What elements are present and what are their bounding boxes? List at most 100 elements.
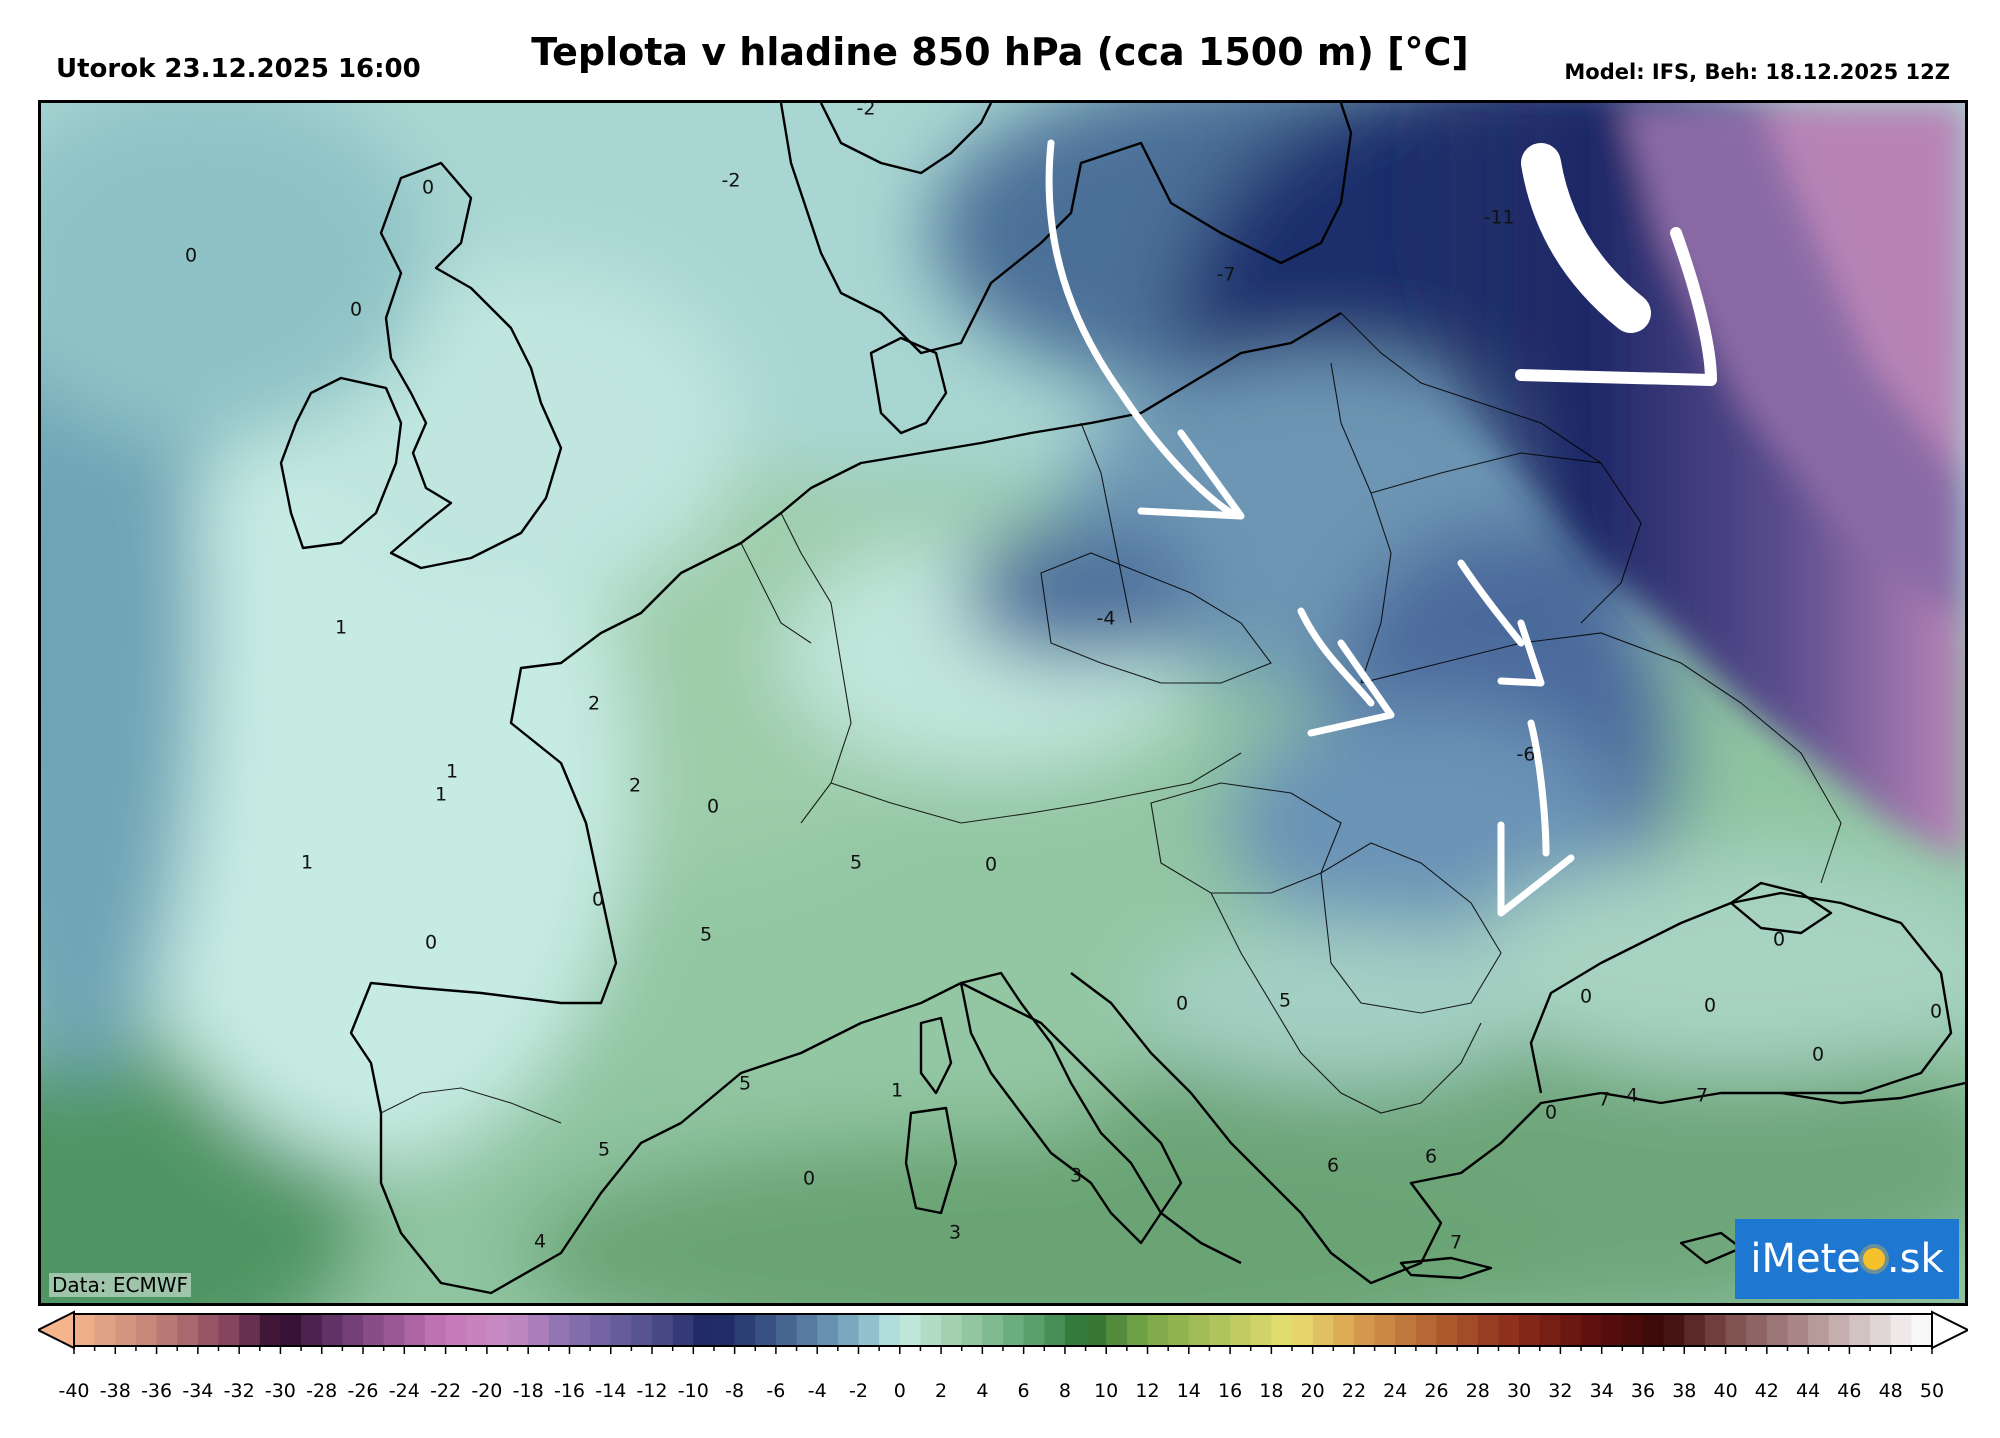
value-label: 2 — [629, 775, 641, 797]
value-label: -7 — [1217, 264, 1236, 286]
value-label: 0 — [592, 889, 604, 911]
arrow-baltic-poland-head — [1137, 429, 1245, 520]
colorbar-cell — [94, 1314, 116, 1346]
colorbar-ticks — [73, 1346, 1933, 1354]
colorbar-tick-label: -36 — [141, 1380, 173, 1402]
colorbar-cell — [1539, 1314, 1561, 1346]
colorbar-tick-label: 28 — [1465, 1380, 1490, 1402]
colorbar-cell — [466, 1314, 488, 1346]
black-sea-coast — [1529, 891, 1953, 1095]
colorbar-tick-label: -34 — [182, 1380, 214, 1402]
colorbar-cell — [1581, 1314, 1603, 1346]
colorbar-tick-label: -6 — [766, 1380, 786, 1402]
colorbar-tick-label: 30 — [1507, 1380, 1532, 1402]
value-label: 6 — [1425, 1146, 1437, 1168]
colorbar-cell — [1250, 1314, 1272, 1346]
forecast-datetime: Utorok 23.12.2025 16:00 — [56, 54, 421, 84]
colorbar — [38, 1310, 1968, 1354]
ireland-coast — [279, 376, 403, 550]
colorbar-tick-label: 40 — [1713, 1380, 1738, 1402]
colorbar-cell — [1725, 1314, 1747, 1346]
colorbar-tick-label: -30 — [264, 1380, 296, 1402]
value-label: 1 — [891, 1080, 903, 1102]
colorbar-extend-right-triangle — [1931, 1310, 1968, 1350]
colorbar-cell — [1704, 1314, 1727, 1346]
value-label: 0 — [185, 245, 197, 267]
arrow-belarus-ukraine-head — [1497, 619, 1545, 687]
colorbar-cell — [1271, 1314, 1293, 1346]
colorbar-cell — [321, 1314, 343, 1346]
colorbar-cell — [590, 1314, 612, 1346]
value-label: 2 — [588, 693, 600, 715]
value-label: 1 — [335, 617, 347, 639]
colorbar-cell — [879, 1314, 901, 1346]
colorbar-cell — [1849, 1314, 1871, 1346]
colorbar-cell — [1519, 1314, 1541, 1346]
border-balkans — [1210, 892, 1482, 1114]
value-label: 1 — [435, 784, 447, 806]
value-label: 4 — [1626, 1085, 1638, 1107]
colorbar-cell — [569, 1314, 591, 1346]
colorbar-cell — [1663, 1314, 1685, 1346]
arrow-poland-ukraine-head — [1307, 639, 1395, 737]
imeteo-logo: iMete .sk — [1735, 1219, 1959, 1299]
balkans-coast — [1070, 972, 1965, 1285]
colorbar-cell — [961, 1314, 983, 1346]
country-borders — [380, 312, 1842, 1124]
colorbar-tick-label: -26 — [347, 1380, 379, 1402]
colorbar-cell — [1374, 1314, 1396, 1346]
value-label: 4 — [534, 1231, 546, 1253]
colorbar-cell — [1209, 1314, 1231, 1346]
colorbar-cell — [631, 1314, 653, 1346]
colorbar-cell — [1457, 1314, 1479, 1346]
crimea-coast — [1729, 881, 1833, 935]
arrow-baltic-poland — [1045, 139, 1235, 517]
arrow-ukraine-moldova — [1527, 719, 1550, 857]
colorbar-cell — [652, 1314, 674, 1346]
colorbar-cell — [1808, 1314, 1830, 1346]
colorbar-tick-label: 2 — [935, 1380, 948, 1402]
colorbar-tick-label: 26 — [1424, 1380, 1449, 1402]
border-ukraine — [1360, 632, 1842, 884]
colorbar-cell — [1168, 1314, 1190, 1346]
colorbar-extend-left-triangle — [38, 1310, 75, 1350]
colorbar-tick-label: 22 — [1341, 1380, 1367, 1402]
colorbar-cell — [1333, 1314, 1355, 1346]
colorbar-cell — [1911, 1314, 1933, 1346]
value-label: 7 — [1598, 1089, 1610, 1111]
colorbar-cell — [342, 1314, 364, 1346]
colorbar-cell — [1188, 1314, 1211, 1346]
colorbar-cell — [1126, 1314, 1149, 1346]
map-title: Teplota v hladine 850 hPa (cca 1500 m) [… — [531, 30, 1469, 74]
colorbar-tick-label: 34 — [1589, 1380, 1614, 1402]
border-poland-east — [1330, 362, 1392, 684]
colorbar-cell — [610, 1314, 632, 1346]
value-label: 1 — [301, 852, 313, 874]
colorbar-tick-label: 4 — [976, 1380, 989, 1402]
value-label: 0 — [1545, 1102, 1557, 1124]
corsica-coast — [919, 1016, 953, 1095]
value-label: -4 — [1097, 608, 1116, 630]
colorbar-cell — [383, 1314, 405, 1346]
colorbar-tick-label: -22 — [430, 1380, 462, 1402]
colorbar-cell — [858, 1314, 880, 1346]
colorbar-cell — [1003, 1314, 1025, 1346]
colorbar-cell — [1890, 1314, 1912, 1346]
coastlines — [279, 103, 1965, 1295]
colorbar-cell — [1415, 1314, 1438, 1346]
value-label: 5 — [739, 1073, 751, 1095]
colorbar-tick-label: 50 — [1919, 1380, 1945, 1402]
colorbar-tick-label: -18 — [512, 1380, 544, 1402]
colorbar-cell — [363, 1314, 385, 1346]
arrow-ukraine-moldova-head — [1497, 821, 1575, 917]
border-iberia — [380, 1087, 562, 1124]
colorbar-tick-label: 44 — [1796, 1380, 1821, 1402]
colorbar-tick-label: -20 — [471, 1380, 503, 1402]
colorbar-tick-label: 16 — [1218, 1380, 1243, 1402]
colorbar-cell — [74, 1314, 96, 1346]
colorbar-tick-label: 36 — [1630, 1380, 1656, 1402]
colorbar-tick-label: 6 — [1017, 1380, 1030, 1402]
colorbar-cell — [982, 1314, 1004, 1346]
colorbar-tick-label: 8 — [1058, 1380, 1071, 1402]
border-russia-baltics — [1340, 312, 1602, 464]
